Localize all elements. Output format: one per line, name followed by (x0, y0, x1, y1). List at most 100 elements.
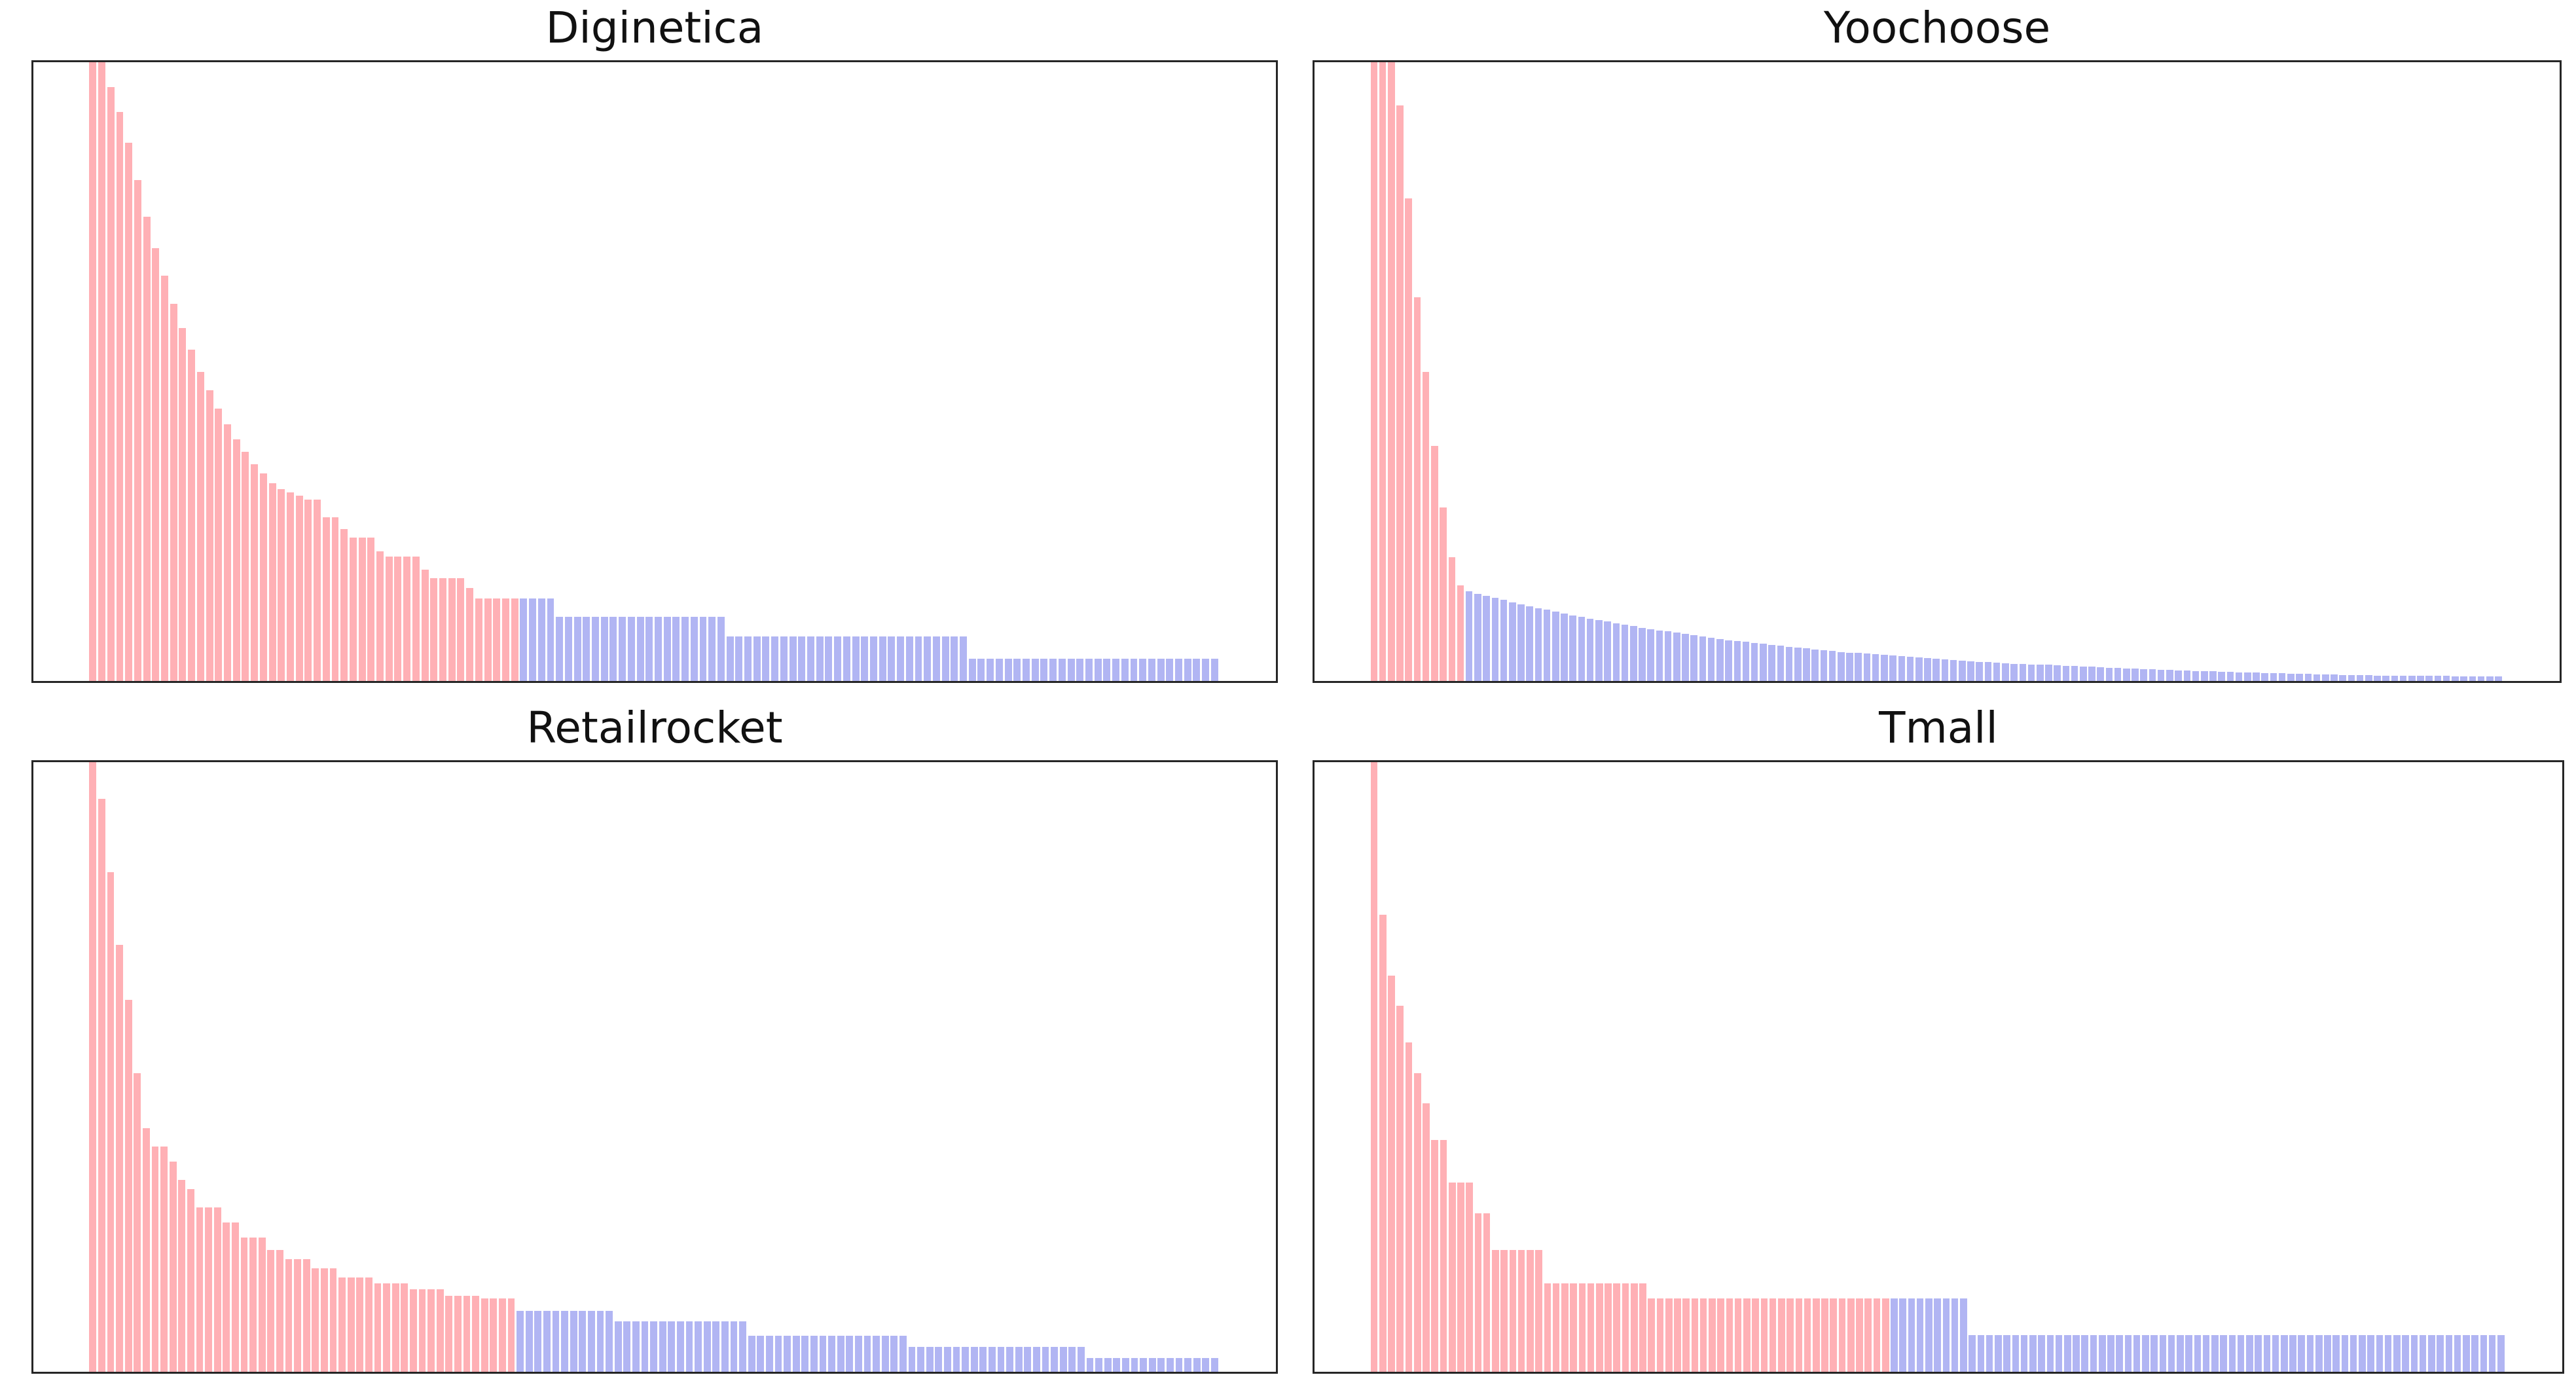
tail-item-bar (2116, 1335, 2123, 1372)
tail-item-bar (962, 1346, 970, 1372)
head-item-bar (196, 1207, 204, 1372)
head-item-bar (1674, 1298, 1681, 1372)
tail-item-bar (1986, 1335, 1993, 1372)
tail-item-bar (561, 1310, 569, 1372)
tail-item-bar (1193, 1357, 1201, 1372)
tail-item-bar (730, 1321, 738, 1372)
head-item-bar (188, 350, 196, 681)
head-item-bar (1613, 1283, 1621, 1372)
tail-item-bar (765, 1336, 773, 1372)
tail-item-bar (2278, 672, 2286, 681)
tail-item-bar (1068, 1346, 1076, 1372)
tail-item-bar (1103, 658, 1111, 681)
tail-item-bar (1777, 646, 1785, 681)
tail-item-bar (2399, 675, 2407, 681)
head-item-bar (511, 598, 518, 681)
tail-item-bar (2012, 1335, 2020, 1372)
head-item-bar (169, 1161, 177, 1372)
tail-item-bar (1855, 653, 1862, 681)
tail-item-bar (2133, 1335, 2141, 1372)
tail-item-bar (2183, 670, 2191, 681)
tail-item-bar (1051, 1346, 1059, 1372)
tail-item-bar (659, 1321, 666, 1372)
tail-item-bar (2105, 668, 2113, 681)
tail-item-bar (789, 636, 797, 681)
head-item-bar (1778, 1298, 1785, 1372)
head-item-bar (179, 328, 187, 681)
tail-item-bar (2080, 667, 2087, 681)
tail-item-bar (1210, 658, 1218, 681)
head-item-bar (161, 276, 169, 681)
head-item-bar (439, 578, 446, 681)
tail-item-bar (1024, 1346, 1032, 1372)
tail-item-bar (1076, 658, 1084, 681)
tail-item-bar (2477, 676, 2485, 681)
head-item-bar (1413, 297, 1421, 681)
tail-item-bar (1040, 658, 1048, 681)
tail-item-bar (2270, 672, 2277, 681)
tail-item-bar (2339, 674, 2346, 681)
tail-item-bar (881, 1336, 889, 1372)
tail-item-bar (2315, 1335, 2323, 1372)
tail-item-bar (726, 636, 734, 681)
head-item-bar (1423, 1103, 1430, 1372)
tail-item-bar (1899, 1298, 1906, 1372)
tail-item-bar (2055, 1335, 2063, 1372)
tail-item-bar (1202, 1357, 1210, 1372)
tail-item-bar (2469, 676, 2476, 681)
tail-item-bar (2150, 1335, 2158, 1372)
tail-item-bar (2062, 666, 2070, 681)
tail-item-bar (1166, 658, 1174, 681)
tail-item-bar (2054, 665, 2061, 681)
tail-item-bar (2287, 673, 2295, 681)
head-item-bar (1370, 762, 1378, 1372)
head-item-bar (490, 1298, 498, 1372)
tail-item-bar (1942, 1298, 1950, 1372)
tail-item-bar (1995, 1335, 2002, 1372)
head-item-bar (484, 598, 492, 681)
tail-item-bar (863, 1336, 871, 1372)
tail-item-bar (1863, 653, 1871, 681)
tail-item-bar (1794, 647, 1802, 681)
head-item-bar (448, 578, 456, 681)
tail-item-bar (2237, 1335, 2245, 1372)
tail-item-bar (861, 636, 869, 681)
tail-item-bar (1184, 1357, 1192, 1372)
tail-item-bar (1664, 631, 1672, 681)
tail-item-bar (1977, 1335, 1985, 1372)
plot-area-tmall (1313, 760, 2564, 1374)
head-item-bar (1448, 1183, 1456, 1372)
head-item-bar (178, 1179, 186, 1372)
tail-item-bar (1586, 618, 1594, 681)
tail-item-bar (2177, 1335, 2184, 1372)
head-item-bar (338, 1277, 346, 1372)
head-item-bar (1396, 105, 1404, 681)
head-item-bar (457, 578, 465, 681)
head-item-bar (1388, 62, 1395, 681)
tail-item-bar (2356, 674, 2364, 681)
tail-item-bar (2463, 1335, 2470, 1372)
head-item-bar (1561, 1283, 1569, 1372)
tail-item-bar (1915, 657, 1923, 681)
head-item-bar (1492, 1249, 1499, 1372)
head-item-bar (223, 1222, 230, 1372)
head-item-bar (242, 452, 249, 681)
tail-item-bar (619, 616, 626, 681)
tail-item-bar (721, 1321, 729, 1372)
tail-item-bar (757, 1336, 765, 1372)
head-item-bar (1795, 1298, 1803, 1372)
head-item-bar (466, 588, 474, 681)
head-item-bar (329, 1268, 337, 1372)
tail-item-bar (2036, 665, 2044, 681)
tail-item-bar (801, 1336, 809, 1372)
tail-item-bar (908, 1346, 916, 1372)
tail-item-bar (2159, 1335, 2167, 1372)
tail-item-bar (1483, 595, 1490, 681)
tail-item-bar (1561, 614, 1568, 681)
head-item-bar (98, 62, 106, 681)
head-item-bar (1760, 1298, 1768, 1372)
tail-item-bar (2045, 665, 2052, 681)
head-item-bar (1517, 1249, 1525, 1372)
tail-item-bar (1121, 1357, 1129, 1372)
